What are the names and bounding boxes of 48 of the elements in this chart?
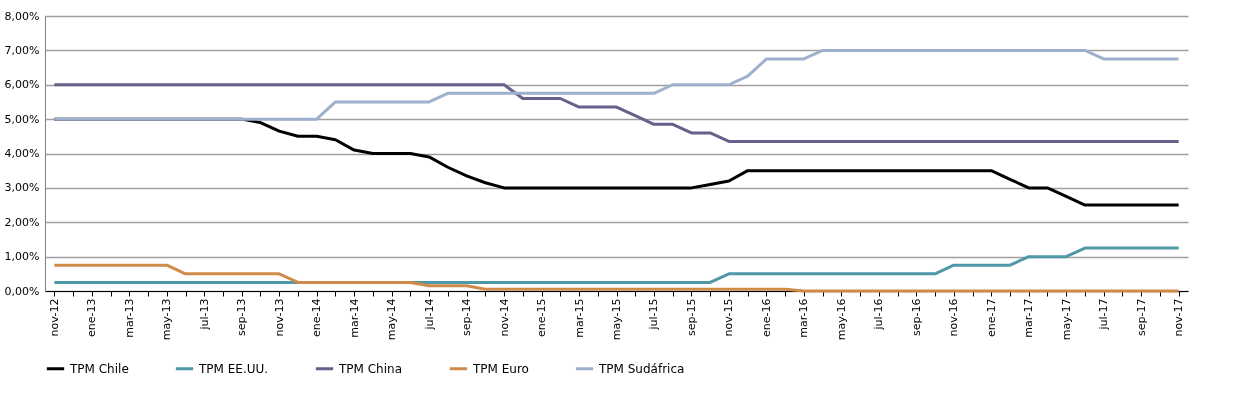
x-tick-label: mar-13 bbox=[122, 298, 136, 338]
x-tick-label: nov-12 bbox=[47, 298, 61, 337]
x-tick-label: jul-17 bbox=[1097, 298, 1111, 331]
line-series bbox=[52, 48, 1181, 121]
x-tick-label: sep-15 bbox=[684, 298, 698, 336]
x-tick-label: ene-14 bbox=[310, 298, 324, 337]
x-tick-label: may-16 bbox=[834, 298, 848, 341]
y-tick-label: 8,00% bbox=[4, 9, 40, 23]
x-tick-label: may-13 bbox=[160, 298, 174, 341]
line-series bbox=[52, 83, 1181, 143]
x-tick-label: sep-13 bbox=[235, 298, 249, 336]
x-tick-label: nov-15 bbox=[722, 298, 736, 337]
y-tick-label: 5,00% bbox=[4, 112, 40, 126]
x-tick-label: sep-17 bbox=[1134, 298, 1148, 336]
y-tick-label: 2,00% bbox=[4, 215, 40, 229]
legend-label: TPM China bbox=[338, 361, 403, 376]
legend-label: TPM EE.UU. bbox=[198, 361, 269, 376]
x-tick-label: sep-14 bbox=[460, 298, 474, 336]
x-tick-label: jul-16 bbox=[872, 298, 886, 331]
y-tick-label: 3,00% bbox=[4, 181, 40, 195]
x-tick-label: mar-15 bbox=[572, 298, 586, 338]
legend-label: TPM Sudáfrica bbox=[598, 361, 685, 376]
line-series bbox=[52, 263, 1181, 293]
x-tick-label: jul-14 bbox=[422, 298, 436, 331]
y-tick-label: 1,00% bbox=[4, 250, 40, 264]
x-tick-label: ene-16 bbox=[759, 298, 773, 337]
legend-label: TPM Euro bbox=[472, 361, 529, 376]
x-tick-label: may-14 bbox=[385, 298, 399, 341]
x-tick-label: mar-17 bbox=[1022, 298, 1036, 338]
x-tick-label: ene-15 bbox=[535, 298, 549, 337]
x-tick-label: jul-13 bbox=[197, 298, 211, 331]
x-tick-label: may-15 bbox=[610, 298, 623, 341]
y-tick-label: 7,00% bbox=[4, 43, 40, 57]
x-tick-label: ene-13 bbox=[85, 298, 99, 337]
x-tick-label: nov-16 bbox=[947, 298, 961, 337]
x-tick-label: nov-17 bbox=[1172, 298, 1186, 337]
y-tick-label: 0,00% bbox=[4, 284, 40, 298]
y-tick-label: 6,00% bbox=[4, 78, 40, 92]
x-tick-label: may-17 bbox=[1059, 298, 1073, 341]
x-tick-label: mar-14 bbox=[347, 298, 361, 338]
x-tick-label: nov-14 bbox=[497, 298, 511, 337]
x-tick-label: sep-16 bbox=[909, 298, 923, 336]
x-tick-label: jul-15 bbox=[647, 298, 661, 331]
x-tick-label: ene-17 bbox=[984, 298, 998, 337]
x-tick-label: nov-13 bbox=[272, 298, 286, 337]
y-tick-label: 4,00% bbox=[4, 147, 40, 160]
legend-label: TPM Chile bbox=[69, 361, 129, 376]
x-tick-label: mar-16 bbox=[797, 298, 811, 338]
